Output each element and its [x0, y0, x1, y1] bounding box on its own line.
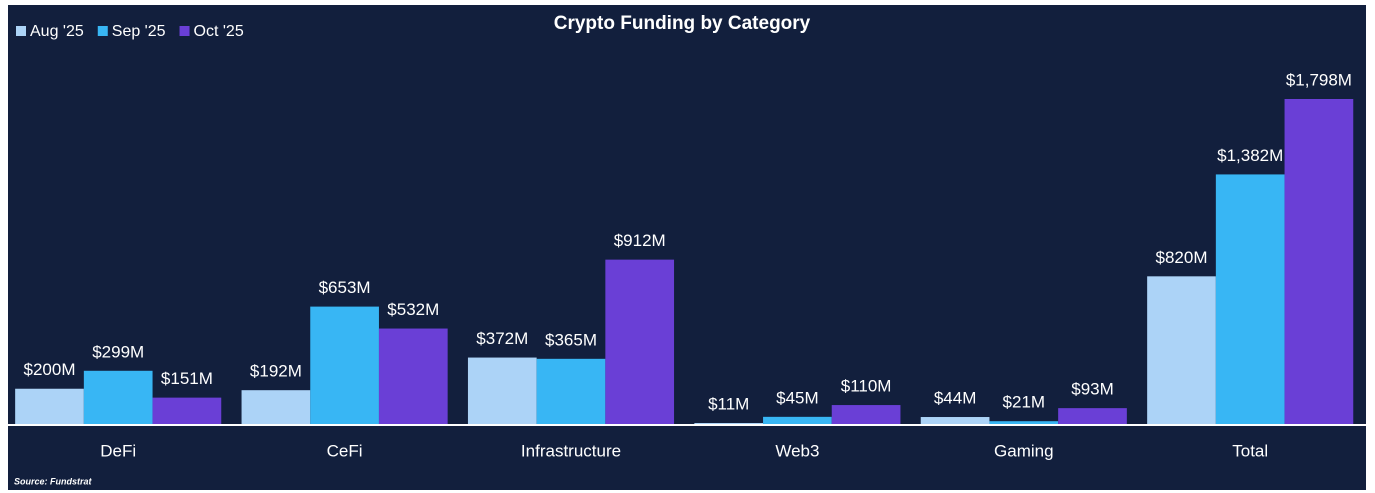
x-tick-label: Infrastructure: [521, 441, 621, 460]
bar: [763, 416, 832, 425]
value-label: $93M: [1071, 380, 1114, 399]
value-label: $820M: [1156, 248, 1208, 267]
value-label: $372M: [476, 329, 528, 348]
value-label: $151M: [161, 369, 213, 388]
bar: [241, 390, 311, 425]
x-tick-label: CeFi: [327, 441, 363, 460]
value-label: $299M: [92, 342, 144, 361]
value-label: $1,382M: [1217, 146, 1283, 165]
bar: [1284, 99, 1354, 425]
x-tick-label: Gaming: [994, 441, 1054, 460]
bar: [536, 358, 606, 425]
legend-swatch: [16, 26, 26, 36]
x-tick-label: Web3: [775, 441, 819, 460]
value-label: $44M: [934, 389, 977, 408]
legend-swatch: [179, 26, 190, 36]
legend-swatch: [97, 26, 108, 36]
value-label: $200M: [24, 360, 76, 379]
value-label: $1,798M: [1286, 70, 1352, 89]
bar: [831, 405, 901, 425]
value-label: $912M: [614, 231, 666, 250]
bar: [920, 417, 990, 425]
value-label: $653M: [319, 278, 371, 297]
bar: [378, 328, 448, 425]
bar: [15, 388, 84, 425]
value-label: $532M: [387, 300, 439, 319]
value-label: $110M: [841, 377, 892, 396]
bar: [310, 306, 379, 425]
bar: [605, 259, 675, 425]
chart-title: Crypto Funding by Category: [554, 13, 811, 34]
legend-label: Oct '25: [194, 23, 244, 40]
x-tick-label: DeFi: [100, 441, 136, 460]
value-label: $11M: [708, 394, 749, 413]
bar: [152, 397, 222, 425]
bar: [1215, 174, 1285, 425]
bar: [1147, 276, 1216, 425]
value-label: $21M: [1003, 393, 1046, 412]
legend-label: Sep '25: [112, 23, 166, 40]
bar: [467, 357, 537, 425]
legend-label: Aug '25: [30, 23, 84, 40]
x-tick-label: Total: [1232, 441, 1268, 460]
chart-background: [8, 5, 1366, 490]
bar: [1058, 408, 1127, 425]
value-label: $365M: [545, 330, 597, 349]
value-label: $45M: [776, 388, 819, 407]
source: Source: Fundstrat: [14, 476, 93, 486]
value-label: $192M: [250, 362, 302, 381]
bar: [83, 370, 153, 425]
bar: [989, 421, 1059, 425]
